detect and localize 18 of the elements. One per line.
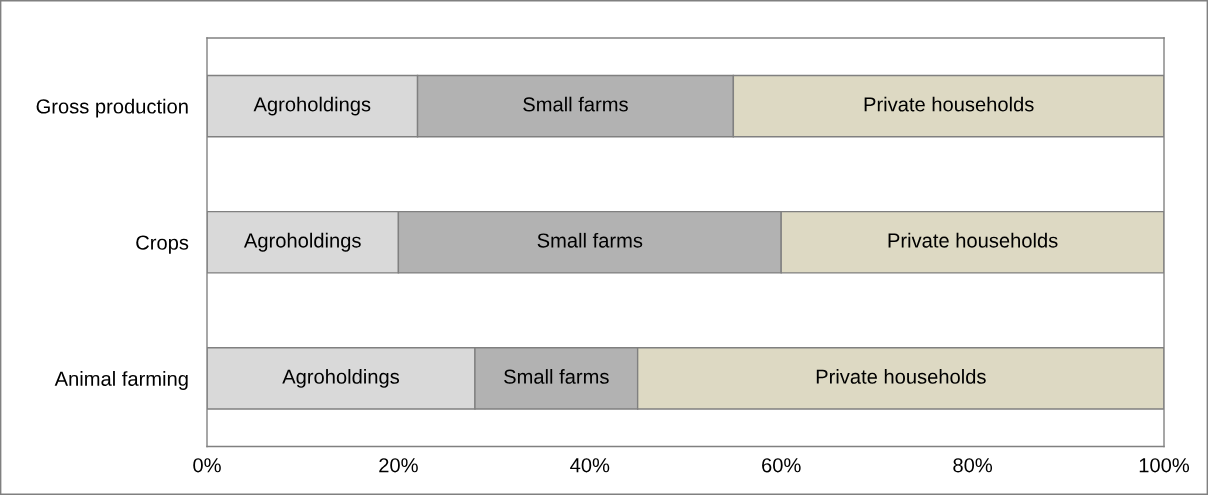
x-tick-label: 20% <box>379 458 418 473</box>
text: Agroholdings <box>243 232 361 252</box>
x-tick-label: 0% <box>193 458 221 473</box>
text: Private households <box>816 369 986 384</box>
x-tick-label: 80% <box>953 458 993 473</box>
series-label: Small farms <box>523 96 628 112</box>
y-tick-label: Gross production <box>36 98 188 118</box>
x-tick-label: 60% <box>762 458 801 473</box>
x-tick-label: 100% <box>1139 458 1190 473</box>
y-tick-label: Animal farming <box>54 371 188 390</box>
series-label: Agroholdings <box>253 96 371 116</box>
y-tick-label: Crops <box>136 235 189 254</box>
series-label: Private households <box>864 96 1034 112</box>
text: Small farms <box>504 369 609 384</box>
x-tick-label: 40% <box>570 458 610 473</box>
text: Private households <box>888 232 1058 248</box>
text: Small farms <box>537 232 643 248</box>
text: Agroholdings <box>282 369 400 388</box>
